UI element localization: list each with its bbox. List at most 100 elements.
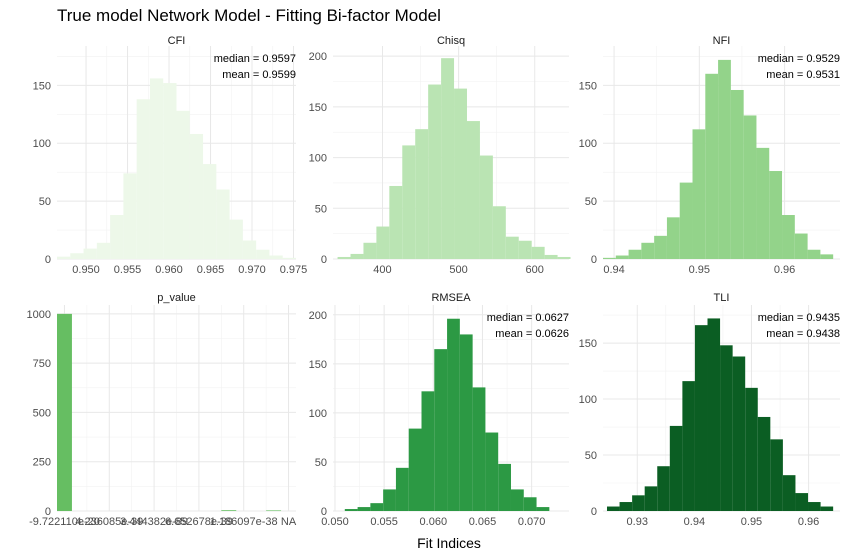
x-tick-label: 0.960	[155, 264, 183, 276]
histogram-bar	[163, 83, 177, 259]
histogram-bar	[229, 219, 243, 259]
histogram-bar	[808, 502, 821, 511]
x-tick-label: NA	[281, 516, 297, 528]
histogram-bar	[389, 185, 403, 259]
x-tick-label: 1.186097e-38	[210, 516, 278, 528]
x-tick-label: 0.95	[741, 516, 762, 528]
histogram-bar	[745, 387, 758, 511]
histogram-bar	[441, 58, 455, 259]
histogram-bar	[402, 145, 416, 259]
x-tick-label: 0.94	[684, 516, 705, 528]
y-tick-label: 150	[309, 102, 327, 114]
y-tick-label: 150	[33, 80, 51, 92]
y-tick-label: 50	[315, 457, 327, 469]
histogram-bar	[454, 88, 467, 259]
histogram-bar	[96, 242, 111, 259]
histogram-bar	[492, 206, 506, 259]
histogram-bar	[669, 425, 683, 511]
histogram-bar	[682, 381, 695, 511]
median-annotation: median = 0.9529	[758, 53, 840, 65]
histogram-bar	[466, 121, 480, 259]
y-tick-label: 50	[585, 196, 597, 208]
panel-rmsea: RMSEA 0.050 0.055 0.060 0.065 0.070 0 50 100 150 2…	[309, 292, 569, 528]
histogram-bar	[692, 129, 706, 259]
histogram-bar	[820, 254, 834, 259]
histogram-bar	[757, 416, 771, 511]
histogram-bar	[189, 133, 204, 259]
histogram-bar	[544, 254, 558, 259]
histogram-bar	[794, 233, 808, 259]
panel-title: NFI	[713, 35, 731, 47]
histogram-bar	[756, 147, 770, 259]
x-tick-label: 0.96	[774, 264, 795, 276]
histogram-bar	[628, 249, 642, 259]
histogram-bar	[632, 495, 645, 511]
histogram-bar	[123, 173, 137, 259]
histogram-bar	[498, 463, 511, 511]
y-tick-label: 750	[33, 358, 51, 370]
x-tick-label: 0.94	[603, 264, 624, 276]
mean-annotation: mean = 0.9438	[766, 328, 840, 340]
y-tick-label: 50	[585, 450, 597, 462]
histogram-bar	[203, 164, 217, 259]
x-tick-label: 0.970	[238, 264, 266, 276]
x-tick-label: 0.055	[370, 516, 398, 528]
y-tick-label: 0	[45, 254, 51, 266]
y-tick-label: 250	[33, 457, 51, 469]
histogram-bar	[70, 253, 84, 259]
median-annotation: median = 0.9435	[758, 312, 840, 324]
histogram-bar	[350, 253, 364, 259]
x-tick-label: 0.060	[420, 516, 448, 528]
x-tick-label: 6.652678e-39	[165, 516, 233, 528]
histogram-bar	[603, 257, 616, 259]
histogram-bar	[523, 497, 537, 511]
histogram-bar	[657, 466, 670, 511]
x-tick-label: 0.95	[689, 264, 710, 276]
histogram-bar	[428, 84, 442, 260]
y-tick-label: 100	[33, 138, 51, 150]
x-tick-label: 500	[449, 264, 467, 276]
histogram-bar	[666, 217, 680, 259]
histogram-bar	[269, 255, 283, 259]
histogram-bar	[176, 110, 190, 260]
panel-chisq: Chisq 400 500 600 0 50 100 150 200	[309, 35, 571, 276]
y-tick-label: 0	[591, 506, 597, 518]
histogram-bar	[641, 242, 655, 259]
median-annotation: median = 0.9597	[214, 53, 296, 65]
x-tick-label: 0.070	[518, 516, 546, 528]
y-tick-label: 0	[321, 506, 327, 518]
histogram-bar	[730, 89, 744, 259]
histogram-bar	[510, 489, 524, 511]
x-tick-label: 400	[373, 264, 391, 276]
y-tick-label: 0	[45, 506, 51, 518]
x-tick-label: 0.96	[798, 516, 819, 528]
panel-title: RMSEA	[431, 292, 471, 304]
histogram-bar	[383, 489, 396, 511]
histogram-bar	[149, 78, 164, 259]
y-tick-label: 100	[309, 153, 327, 165]
histogram-bar	[820, 506, 834, 511]
histogram-bar	[266, 510, 282, 512]
y-tick-label: 50	[315, 203, 327, 215]
y-tick-label: 200	[309, 310, 327, 322]
histogram-bar	[485, 432, 499, 511]
x-tick-label: 0.93	[627, 516, 648, 528]
histogram-bar	[256, 249, 270, 259]
histogram-bar	[136, 99, 150, 259]
y-tick-label: 150	[579, 80, 597, 92]
histogram-bar	[472, 387, 486, 511]
histogram-bar	[415, 129, 429, 259]
y-tick-label: 100	[579, 138, 597, 150]
panel-nfi: NFI 0.94 0.95 0.96 0 50 100 150 median = 0.9529 m…	[579, 35, 840, 276]
histogram-bar	[363, 242, 377, 259]
panel-title: TLI	[714, 292, 730, 304]
histogram-bar	[536, 507, 550, 511]
histogram-bar	[459, 334, 473, 511]
histogram-bar	[732, 356, 746, 511]
histogram-bar	[795, 493, 809, 511]
x-tick-label: 0.050	[321, 516, 349, 528]
x-tick-label: 600	[526, 264, 544, 276]
x-tick-label: 0.065	[469, 516, 497, 528]
panel-title: p_value	[157, 292, 196, 304]
y-tick-label: 0	[321, 254, 327, 266]
